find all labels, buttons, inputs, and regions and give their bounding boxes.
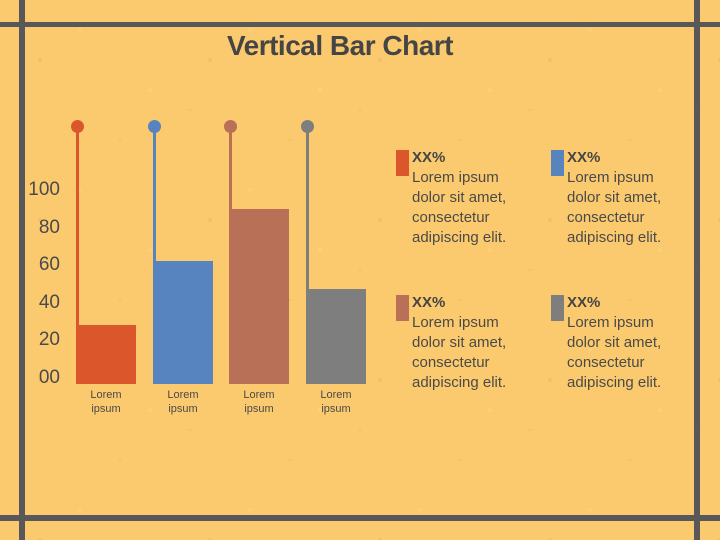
y-axis-tick-label: 40 (38, 291, 60, 313)
legend-item: XX% Lorem ipsum dolor sit amet, consectet… (551, 148, 699, 248)
bar-stem (153, 126, 156, 262)
bar-stem (229, 126, 232, 209)
legend-description: Lorem ipsum dolor sit amet, consectetur … (412, 169, 507, 246)
legend-item: XX% Lorem ipsum dolor sit amet, consectet… (396, 148, 544, 248)
bar (306, 289, 366, 384)
bar-category-label: Lorem ipsum (320, 389, 352, 415)
y-axis-tick-label: 00 (38, 366, 60, 388)
slide-title: Vertical Bar Chart (227, 30, 454, 61)
bar-stem (306, 126, 309, 290)
bar-cap-dot (224, 119, 237, 133)
y-axis-tick-label: 60 (38, 254, 60, 275)
y-axis-tick-label: 80 (38, 216, 60, 238)
legend-description: Lorem ipsum dolor sit amet, consectetur … (412, 314, 507, 391)
bar (153, 261, 213, 384)
bar-cap-dot (148, 119, 161, 133)
frame-line-left (19, 0, 25, 540)
legend-value-label: XX% (567, 149, 601, 166)
frame-line-right (694, 0, 700, 540)
y-axis-tick-label: 100 (28, 179, 60, 200)
legend-description: Lorem ipsum dolor sit amet, consectetur … (567, 169, 662, 246)
legend-color-swatch (551, 150, 564, 176)
legend-value-label: XX% (567, 294, 601, 311)
bar (229, 208, 289, 384)
bar-category-label: Lorem ipsum (167, 389, 199, 415)
legend-value-label: XX% (412, 149, 446, 166)
bar (76, 325, 136, 384)
bar-category-label: Lorem ipsum (90, 389, 122, 415)
legend-color-swatch (396, 295, 409, 321)
frame-line-bottom (0, 515, 720, 521)
legend-color-swatch (551, 295, 564, 321)
bar-cap-dot (301, 119, 314, 133)
legend-description: Lorem ipsum dolor sit amet, consectetur … (567, 314, 662, 391)
bar-cap-dot (71, 119, 84, 133)
legend-color-swatch (396, 150, 409, 176)
y-axis-tick-label: 20 (38, 329, 60, 350)
bar-category-label: Lorem ipsum (243, 389, 275, 415)
legend-item: XX% Lorem ipsum dolor sit amet, consectet… (396, 293, 544, 393)
bar-stem (76, 126, 79, 325)
legend-item: XX% Lorem ipsum dolor sit amet, consectet… (551, 293, 699, 393)
frame-line-top (0, 22, 720, 27)
legend-value-label: XX% (412, 294, 446, 311)
